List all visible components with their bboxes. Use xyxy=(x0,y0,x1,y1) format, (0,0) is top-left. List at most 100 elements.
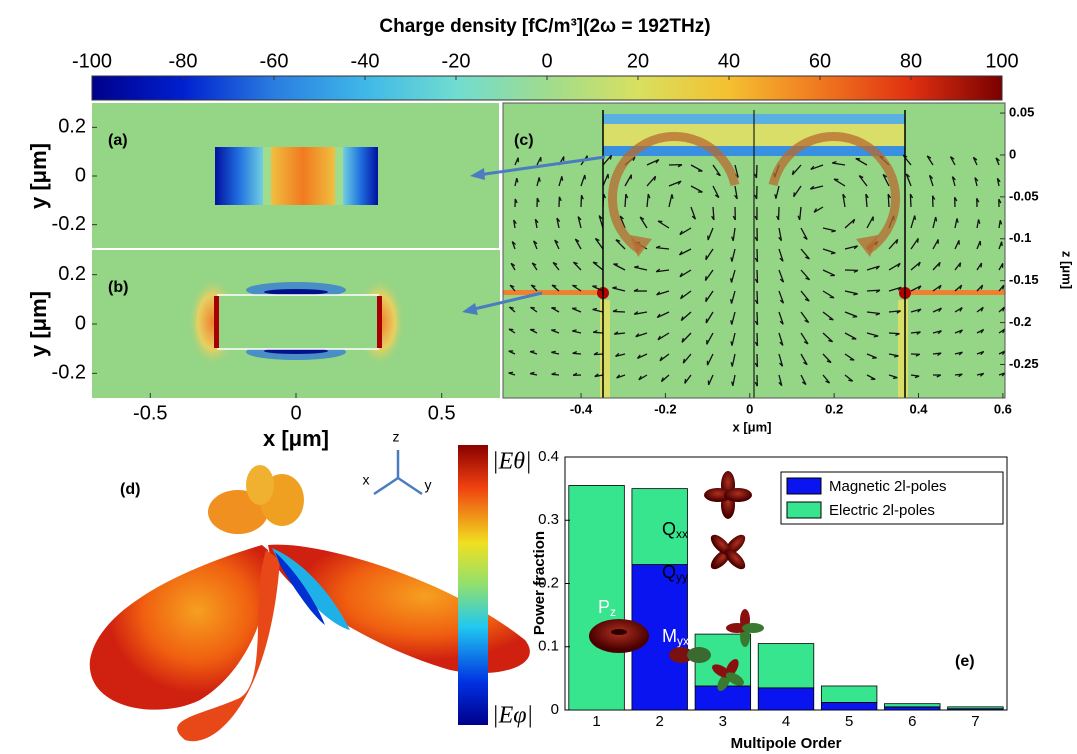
y-axis-label: y [μm] xyxy=(26,143,51,209)
z-tick-label: -0.2 xyxy=(1009,314,1031,329)
x-tick-label: 0 xyxy=(290,402,301,424)
annotation-sub: xx xyxy=(676,527,688,541)
colorbar-tick-label: 20 xyxy=(627,50,649,72)
panel-label: (b) xyxy=(108,279,128,296)
colorbar-title: Charge density [fC/m³](2ω = 192THz) xyxy=(379,16,710,37)
charge-region xyxy=(343,147,378,205)
colorbar-tick-label: 80 xyxy=(900,50,922,72)
y-tick-label: -0.2 xyxy=(52,362,86,384)
z-tick-label: -0.1 xyxy=(1009,230,1031,245)
bar xyxy=(821,702,877,710)
charge-region xyxy=(503,290,603,295)
x-tick-label: 5 xyxy=(845,713,853,730)
colorbar-tick-label: 0 xyxy=(541,50,552,72)
y-tick-label: 0.3 xyxy=(538,511,559,528)
y-tick-label: 0.2 xyxy=(58,263,86,285)
colorbar-tick-label: -80 xyxy=(169,50,198,72)
figure: Charge density [fC/m³](2ω = 192THz) xyxy=(0,0,1077,754)
y-tick-label: 0.2 xyxy=(58,116,86,138)
axis-name: y xyxy=(425,477,432,493)
bar xyxy=(885,707,941,710)
z-tick-label: 0.05 xyxy=(1009,104,1034,119)
annotation-main: Q xyxy=(662,519,676,539)
charge-region xyxy=(335,147,343,205)
x-axis-label: Multipole Order xyxy=(731,735,842,752)
bar xyxy=(758,688,814,710)
charge-region xyxy=(214,296,219,348)
panel-label: (c) xyxy=(514,132,534,149)
colorbar-tick-label: 40 xyxy=(718,50,740,72)
x-tick-label: 6 xyxy=(908,713,916,730)
annotation-main: P xyxy=(598,597,610,617)
radiation-lobe xyxy=(90,545,269,710)
bar xyxy=(885,704,941,707)
x-tick-label: 0.6 xyxy=(994,401,1012,416)
annotation-sub: z xyxy=(610,605,616,619)
axis-arrow xyxy=(374,478,398,494)
y-axis-label: Power fraction xyxy=(531,531,548,635)
x-tick-label: 2 xyxy=(656,713,664,730)
bar xyxy=(948,707,1004,709)
y-tick-label: 0 xyxy=(75,312,86,334)
annotation-main: Q xyxy=(662,562,676,582)
colorbar-tick-label: 100 xyxy=(985,50,1018,72)
charge-region xyxy=(898,300,908,398)
bar xyxy=(821,686,877,702)
x-tick-label: 0.5 xyxy=(428,402,456,424)
radiation-lobe xyxy=(246,465,274,505)
panel-label: (d) xyxy=(120,481,140,498)
y-tick-label: 0 xyxy=(75,164,86,186)
charge-region xyxy=(271,147,335,205)
x-axis-label: x [μm] xyxy=(732,419,771,434)
radiation-lobe xyxy=(268,545,530,674)
colorbar-tick-label: 60 xyxy=(809,50,831,72)
legend-swatch xyxy=(787,502,821,518)
y-tick-label: 0.4 xyxy=(538,448,559,465)
x-tick-label: 0.4 xyxy=(909,401,928,416)
x-tick-label: -0.5 xyxy=(133,402,167,424)
legend-entry: Electric 2l-poles xyxy=(829,502,935,519)
multipole-pattern xyxy=(611,629,627,635)
colorbar-tick-label: -20 xyxy=(442,50,471,72)
x-axis-label: x [μm] xyxy=(263,426,329,451)
bar xyxy=(758,644,814,688)
colorbar-label: |Eθ| xyxy=(492,449,532,475)
x-tick-label: 0.2 xyxy=(825,401,843,416)
colorbar-tick-label: -40 xyxy=(351,50,380,72)
z-tick-label: -0.25 xyxy=(1009,356,1039,371)
x-tick-label: 3 xyxy=(719,713,727,730)
x-tick-label: 7 xyxy=(971,713,979,730)
x-tick-label: 1 xyxy=(592,713,600,730)
x-tick-label: -0.4 xyxy=(570,401,593,416)
charge-region xyxy=(264,289,328,295)
particle xyxy=(218,295,378,349)
charge-region xyxy=(600,300,610,398)
y-tick-label: 0.1 xyxy=(538,638,559,655)
z-tick-label: 0 xyxy=(1009,146,1016,161)
x-tick-label: 4 xyxy=(782,713,790,730)
x-tick-label: -0.2 xyxy=(654,401,676,416)
panel-label: (e) xyxy=(955,653,975,670)
legend-entry: Magnetic 2l-poles xyxy=(829,478,947,495)
legend-swatch xyxy=(787,478,821,494)
colorbar xyxy=(458,445,488,725)
annotation-sub: yx xyxy=(677,634,689,648)
y-tick-label: -0.2 xyxy=(52,213,86,235)
charge-region xyxy=(377,296,382,348)
bar xyxy=(569,485,625,710)
z-axis-label: z [μm] xyxy=(1060,251,1075,289)
axis-name: x xyxy=(363,472,370,488)
z-tick-label: -0.05 xyxy=(1009,188,1039,203)
annotation-main: M xyxy=(662,626,677,646)
x-tick-label: 0 xyxy=(746,401,753,416)
z-tick-label: -0.15 xyxy=(1009,272,1039,287)
charge-region xyxy=(215,147,263,205)
axis-arrow xyxy=(398,478,422,494)
y-axis-label: y [μm] xyxy=(26,291,51,357)
annotation-sub: yy xyxy=(676,570,688,584)
axis-name: z xyxy=(393,429,400,445)
colorbar-tick-label: -100 xyxy=(72,50,112,72)
charge-region xyxy=(263,147,271,205)
colorbar-tick-label: -60 xyxy=(260,50,289,72)
y-tick-label: 0 xyxy=(551,701,559,718)
